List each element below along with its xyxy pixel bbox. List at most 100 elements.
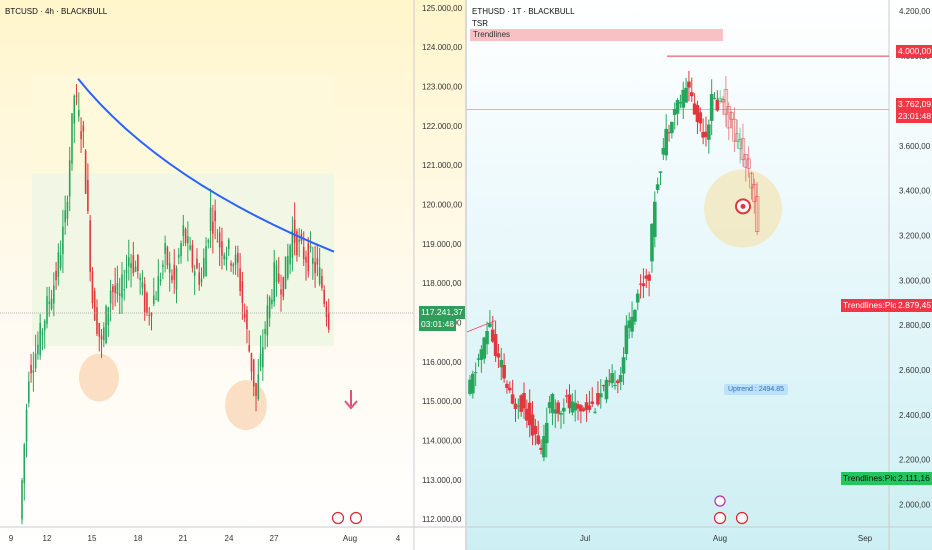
trendline-plot-upper-value: 2.879,45	[896, 299, 932, 312]
candle-body	[202, 258, 205, 277]
lightning-event-icon	[714, 495, 726, 507]
candle-body	[289, 245, 291, 265]
candle-body	[25, 409, 28, 442]
candle-body	[672, 109, 677, 115]
trendline-plot-lower-label: Trendlines:Plot	[841, 472, 902, 485]
candle-body	[689, 92, 694, 97]
candle-body	[488, 323, 492, 328]
candle-body	[316, 258, 319, 265]
candle-body	[282, 276, 285, 297]
candle-body	[476, 358, 481, 360]
candle-body	[112, 286, 114, 293]
candle-body	[139, 277, 141, 281]
candle-body	[564, 395, 569, 397]
candle-body	[53, 285, 55, 304]
price-tick-label: 122.000,00	[422, 122, 463, 131]
btc-symbol-title: BTCUSD · 4h · BLACKBULL	[5, 7, 108, 16]
candle-body	[132, 255, 135, 274]
candle-body	[271, 299, 273, 305]
panel-divider[interactable]	[465, 0, 467, 550]
candle-body	[66, 201, 69, 219]
candle-body	[166, 247, 169, 265]
eth-chart-svg[interactable]: 2.000,00 2.200,00 2.400,00 2.600,00 2.800,00…	[467, 0, 932, 550]
candle-body	[87, 179, 89, 212]
eth-chart-panel[interactable]: 2.000,00 2.200,00 2.400,00 2.600,00 2.800,00…	[467, 0, 932, 550]
candle-body	[610, 373, 614, 384]
candle-body	[576, 404, 580, 409]
trendline-plot-upper-label: Trendlines:Plot	[841, 299, 902, 312]
time-tick-label: 4	[396, 534, 401, 543]
candle-body	[280, 289, 282, 295]
price-tick-label: 118.000,00	[422, 279, 462, 288]
price-tick-label: 2.600,00	[899, 366, 931, 375]
price-tick-label: 2.400,00	[899, 411, 931, 420]
candle-body	[125, 269, 128, 274]
candle-body	[287, 255, 289, 278]
candle-body	[323, 289, 325, 304]
time-tick-label: 21	[179, 534, 188, 543]
candle-body	[715, 99, 720, 111]
time-tick-label: 27	[270, 534, 279, 543]
candle-body	[171, 275, 173, 281]
eth-price-label: 3.762,09	[896, 98, 932, 111]
candle-body	[75, 95, 78, 97]
candle-body	[627, 320, 632, 328]
candle-body	[32, 370, 35, 373]
price-tick-label: 2.800,00	[899, 321, 931, 330]
price-tick-label: 120.000,00	[422, 201, 463, 210]
candle-body	[556, 402, 560, 414]
candle-body	[43, 320, 46, 331]
time-tick-label: 12	[43, 534, 52, 543]
us-flag-event-icon	[349, 511, 363, 525]
indicator-tsr[interactable]: TSR	[472, 19, 488, 28]
candle-body	[544, 422, 549, 444]
candle-body	[159, 279, 162, 282]
candle-body	[55, 270, 57, 281]
candle-body	[121, 274, 123, 298]
candle-body	[539, 447, 543, 450]
candle-body	[508, 387, 512, 391]
price-tick-label: 3.000,00	[899, 276, 931, 285]
candle-body	[707, 124, 711, 140]
candle-body	[182, 225, 185, 236]
price-tick-label: 3.200,00	[899, 231, 931, 240]
candle-body	[291, 230, 294, 258]
candle-body	[137, 254, 139, 271]
indicator-trendlines[interactable]: Trendlines	[470, 29, 723, 41]
price-tick-label: 113.000,00	[422, 476, 462, 485]
consolidation-zone	[32, 173, 334, 347]
time-tick-label: Aug	[713, 534, 727, 543]
candle-body	[180, 242, 182, 257]
candle-body	[675, 99, 680, 114]
btc-chart-svg[interactable]: 112.000,00 113.000,00 114.000,00 115.000,00…	[0, 0, 465, 550]
candle-body	[100, 335, 103, 340]
price-tick-label: 121.000,00	[422, 161, 463, 170]
candle-body	[227, 239, 230, 249]
candle-body	[309, 246, 312, 249]
candle-body	[479, 349, 484, 360]
candle-body	[80, 131, 82, 140]
candle-body	[239, 268, 241, 291]
candle-body	[624, 325, 629, 355]
candle-body	[184, 229, 187, 244]
candle-body	[584, 402, 589, 410]
candle-body	[749, 172, 754, 189]
btc-chart-panel[interactable]: 112.000,00 113.000,00 114.000,00 115.000,00…	[0, 0, 465, 550]
candle-body	[493, 334, 498, 357]
candle-body	[218, 232, 221, 248]
candle-body	[275, 264, 278, 283]
candle-body	[502, 364, 506, 379]
time-tick-label: 9	[9, 534, 14, 543]
candle-body	[223, 254, 226, 260]
candle-body	[510, 394, 515, 404]
candle-body	[647, 274, 651, 281]
candle-body	[664, 128, 668, 156]
price-tick-label: 124.000,00	[422, 43, 463, 52]
candle-body	[91, 271, 94, 303]
candle-body	[613, 384, 617, 387]
candle-body	[64, 210, 66, 223]
candle-body	[704, 131, 708, 138]
candle-body	[34, 353, 37, 369]
candle-body	[150, 313, 153, 316]
candle-body	[641, 283, 646, 287]
